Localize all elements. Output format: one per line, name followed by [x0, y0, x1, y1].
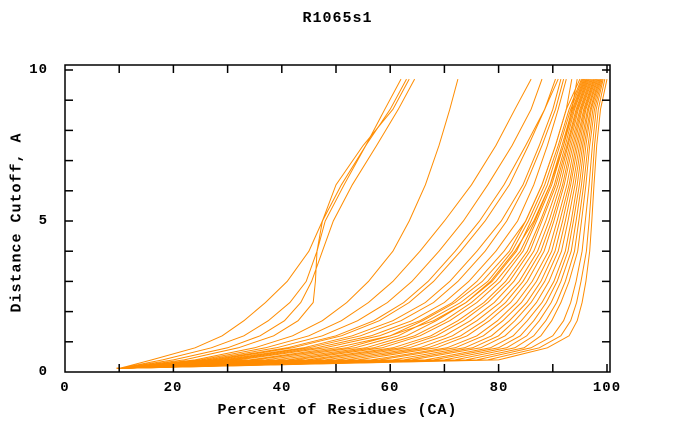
model-curve — [121, 79, 578, 369]
x-tick-label-60: 60 — [380, 380, 400, 396]
model-curve — [116, 78, 599, 369]
model-curve — [119, 78, 581, 369]
model-curve — [116, 78, 603, 369]
model-curve — [121, 78, 556, 369]
chart-title: R1065s1 — [302, 10, 373, 27]
model-curve — [119, 78, 416, 369]
model-curve — [119, 78, 597, 369]
x-tick-label-80: 80 — [489, 380, 509, 396]
y-tick-label-0: 0 — [38, 364, 48, 380]
model-curve — [119, 78, 402, 369]
model-curve — [119, 78, 532, 369]
model-curve — [119, 78, 459, 369]
model-curve — [121, 78, 608, 369]
model-curve — [119, 78, 591, 369]
x-tick-label-0: 0 — [60, 380, 70, 396]
model-curve — [121, 78, 589, 369]
model-curve — [121, 78, 593, 369]
x-axis-label: Percent of Residues (CA) — [217, 402, 458, 419]
model-curve — [119, 78, 410, 369]
model-curve — [121, 78, 585, 369]
x-tick-label-40: 40 — [272, 380, 292, 396]
model-curve — [119, 78, 584, 369]
y-tick-label-10: 10 — [29, 62, 48, 78]
model-curve — [119, 78, 587, 369]
model-curve — [119, 78, 601, 369]
model-curve — [116, 78, 590, 369]
x-tick-label-20: 20 — [163, 380, 183, 396]
model-curve — [119, 78, 606, 369]
model-curve — [119, 78, 588, 369]
model-curve — [121, 78, 602, 369]
model-curve — [116, 78, 582, 369]
model-curve — [119, 78, 595, 369]
model-curve — [116, 78, 586, 369]
model-curve — [116, 78, 562, 369]
model-curve — [121, 78, 598, 369]
model-curve — [116, 78, 565, 369]
y-tick-label-5: 5 — [38, 213, 48, 229]
model-curve — [119, 78, 543, 369]
x-tick-label-100: 100 — [592, 380, 622, 396]
model-curve — [119, 78, 604, 369]
model-curve — [119, 78, 600, 369]
plot-frame — [64, 64, 611, 373]
model-curve — [119, 78, 559, 369]
model-curve — [119, 78, 567, 369]
model-curve — [116, 78, 594, 369]
model-curve — [119, 78, 592, 369]
